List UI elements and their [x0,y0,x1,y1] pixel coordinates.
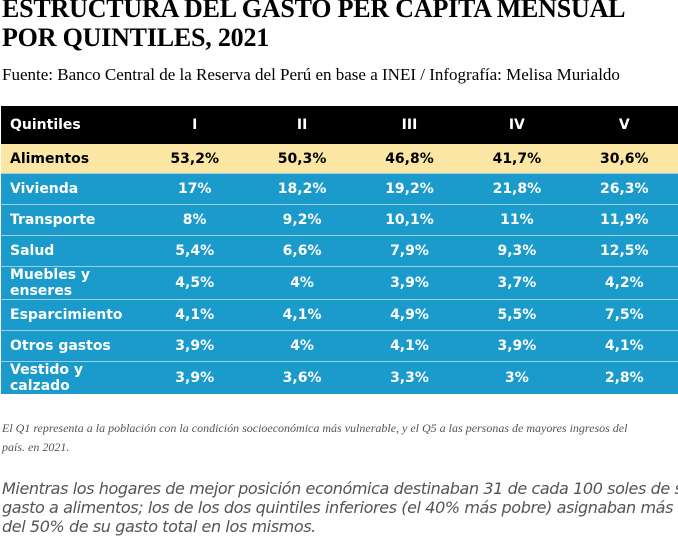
table-cell: 3,9% [463,330,571,362]
table-cell: 8% [141,204,249,236]
table-cell: 18,2% [248,173,356,205]
spending-table: Quintiles I II III IV V Alimentos 53,2% … [1,106,678,394]
table-cell: 30,6% [570,144,678,174]
header-row: Quintiles I II III IV V [1,106,678,144]
table-cell: 4,1% [248,299,356,331]
row-label: Salud [1,235,141,267]
table-cell: 3,6% [248,361,356,394]
row-label: Otros gastos [1,330,141,362]
table-row-alimentos: Alimentos 53,2% 50,3% 46,8% 41,7% 30,6% [1,144,678,174]
table-cell: 4,1% [570,330,678,362]
table-row-otros-gastos: Otros gastos 3,9% 4% 4,1% 3,9% 4,1% [1,330,678,362]
row-label: Transporte [1,204,141,236]
table-cell: 26,3% [570,173,678,205]
table-cell: 11,9% [570,204,678,236]
row-label: Esparcimiento [1,299,141,331]
table-header: Quintiles I II III IV V [1,106,678,144]
table-cell: 4,2% [570,266,678,300]
summary-paragraph: Mientras los hogares de mejor posición e… [2,479,678,536]
column-header-q3: III [355,106,464,144]
table-row-muebles-y-enseres: Muebles y enseres 4,5% 4% 3,9% 3,7% 4,2% [1,266,678,300]
table-cell: 7,5% [570,299,678,331]
column-header-q2: II [248,106,356,144]
table-cell: 11% [463,204,571,236]
table-cell: 9,3% [463,235,571,267]
column-header-q4: IV [463,106,571,144]
summary-line-1: Mientras los hogares de mejor posición e… [2,479,678,498]
table-cell: 10,1% [355,204,464,236]
table-row-esparcimiento: Esparcimiento 4,1% 4,1% 4,9% 5,5% 7,5% [1,299,678,331]
table-cell: 7,9% [355,235,464,267]
table-cell: 3% [463,361,571,394]
table-cell: 4,9% [355,299,464,331]
column-header-q1: I [141,106,249,144]
table-cell: 3,3% [355,361,464,394]
table-row-vivienda: Vivienda 17% 18,2% 19,2% 21,8% 26,3% [1,173,678,205]
footnote-line-1: El Q1 representa a la población con la c… [2,421,628,435]
table-cell: 50,3% [248,144,356,174]
table-cell: 3,9% [141,361,249,394]
table-cell: 41,7% [463,144,571,174]
summary-line-2: gasto a alimentos; los de los dos quinti… [2,498,674,517]
summary-line-3: del 50% de su gasto total en los mismos. [2,517,316,536]
table-row-salud: Salud 5,4% 6,6% 7,9% 9,3% 12,5% [1,235,678,267]
table-cell: 12,5% [570,235,678,267]
footnote: El Q1 representa a la población con la c… [2,419,674,457]
table-cell: 21,8% [463,173,571,205]
source-credit: Fuente: Banco Central de la Reserva del … [2,65,620,84]
footnote-line-2: país. en 2021. [2,440,70,454]
table-cell: 4,1% [141,299,249,331]
table-cell: 9,2% [248,204,356,236]
column-header-quintiles: Quintiles [1,106,141,144]
table-cell: 5,4% [141,235,249,267]
column-header-q5: V [570,106,678,144]
row-label: Alimentos [1,144,141,174]
title-line-2: POR QUINTILES, 2021 [2,23,270,52]
table-cell: 4% [248,330,356,362]
table-cell: 4,1% [355,330,464,362]
table-cell: 3,7% [463,266,571,300]
table-cell: 6,6% [248,235,356,267]
table-cell: 4,5% [141,266,249,300]
table-cell: 2,8% [570,361,678,394]
row-label: Vivienda [1,173,141,205]
page-title: ESTRUCTURA DEL GASTO PER CAPITA MENSUAL … [2,0,672,52]
table-row-vestido-y-calzado: Vestido y calzado 3,9% 3,6% 3,3% 3% 2,8% [1,361,678,394]
table-cell: 17% [141,173,249,205]
table-cell: 5,5% [463,299,571,331]
title-line-1: ESTRUCTURA DEL GASTO PER CAPITA MENSUAL [2,0,626,23]
table-cell: 53,2% [141,144,249,174]
row-label: Vestido y calzado [1,361,141,394]
table-cell: 3,9% [141,330,249,362]
table-cell: 4% [248,266,356,300]
table-row-transporte: Transporte 8% 9,2% 10,1% 11% 11,9% [1,204,678,236]
table-cell: 46,8% [355,144,464,174]
table-cell: 19,2% [355,173,464,205]
row-label: Muebles y enseres [1,266,141,300]
table-body: Alimentos 53,2% 50,3% 46,8% 41,7% 30,6% … [1,144,678,394]
table-cell: 3,9% [355,266,464,300]
